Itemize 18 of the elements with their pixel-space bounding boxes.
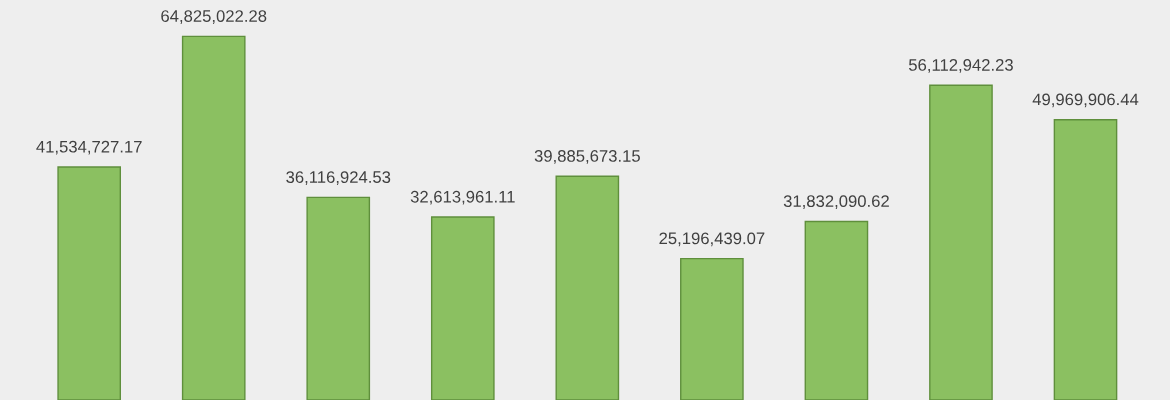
bar [57,166,122,400]
data-label: 41,534,727.17 [36,140,142,155]
bar [430,216,495,400]
data-label: 64,825,022.28 [161,10,267,24]
bar [804,220,869,400]
bar [680,257,744,400]
data-label: 32,613,961.11 [410,190,515,205]
bar [555,175,620,400]
bar [1053,118,1118,400]
bar [306,196,371,400]
data-label: 49,969,906.44 [1032,93,1139,108]
data-label: 36,116,924.53 [286,171,391,185]
data-label: 39,885,673.15 [534,150,640,164]
bar [181,35,246,400]
bar [929,84,993,400]
data-label: 25,196,439.07 [659,232,765,247]
data-label: 31,832,090.62 [783,195,889,209]
data-label: 56,112,942.23 [908,59,1013,73]
